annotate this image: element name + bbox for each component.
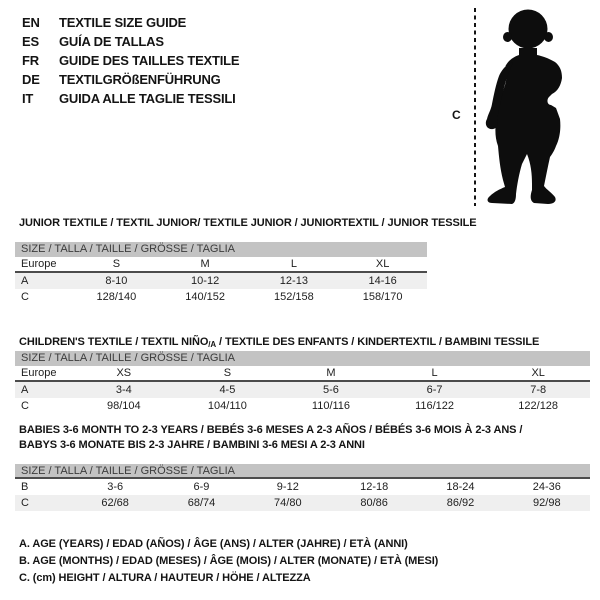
row-label: A <box>21 275 29 287</box>
size-value: 128/140 <box>96 291 137 303</box>
section-title-children: CHILDREN'S TEXTILE / TEXTIL NIÑO/A / TEX… <box>19 335 539 352</box>
table-row-age-months: B 3-6 6-9 9-12 12-18 18-24 24-36 <box>15 479 590 495</box>
language-row-en: EN TEXTILE SIZE GUIDE <box>22 13 239 32</box>
size-value: 140/152 <box>185 291 225 303</box>
header-cell-size: L <box>431 367 438 379</box>
table-row-height: C 62/68 68/74 74/80 80/86 86/92 92/98 <box>15 495 590 511</box>
height-measure-label: C <box>452 108 461 122</box>
header-cell-size: S <box>112 258 121 270</box>
size-value: 86/92 <box>446 497 475 509</box>
size-value: 6-7 <box>426 384 443 396</box>
footnote-legend: A. AGE (YEARS) / EDAD (AÑOS) / ÂGE (ANS)… <box>19 536 438 587</box>
language-row-es: ES GUÍA DE TALLAS <box>22 32 239 51</box>
size-value: 116/122 <box>415 400 455 412</box>
language-row-de: DE TEXTILGRÖßENFÜHRUNG <box>22 70 239 89</box>
language-title: GUÍA DE TALLAS <box>59 34 164 49</box>
size-value: 24-36 <box>532 481 561 493</box>
section-title-text: / TEXTILE DES ENFANTS / KINDERTEXTIL / B… <box>216 336 540 348</box>
size-header-bar: SIZE / TALLA / TAILLE / GRÖSSE / TAGLIA <box>15 242 427 257</box>
language-row-it: IT GUIDA ALLE TAGLIE TESSILI <box>22 89 239 108</box>
size-value: 74/80 <box>274 497 302 509</box>
junior-size-table: SIZE / TALLA / TAILLE / GRÖSSE / TAGLIA … <box>15 242 427 305</box>
language-code: EN <box>22 15 40 30</box>
baby-silhouette-icon <box>485 9 562 204</box>
row-label: C <box>21 291 29 303</box>
language-code: ES <box>22 34 39 49</box>
size-value: 158/170 <box>362 291 403 303</box>
size-value: 7-8 <box>530 384 547 396</box>
language-title: GUIDA ALLE TAGLIE TESSILI <box>59 91 236 106</box>
language-code: DE <box>22 72 40 87</box>
footnote-a: A. AGE (YEARS) / EDAD (AÑOS) / ÂGE (ANS)… <box>19 538 408 550</box>
size-value: 12-18 <box>360 481 389 493</box>
section-title-line1: BABIES 3-6 MONTH TO 2-3 YEARS / BEBÉS 3-… <box>19 424 523 436</box>
language-title-list: EN TEXTILE SIZE GUIDE ES GUÍA DE TALLAS … <box>22 13 240 108</box>
row-label: C <box>21 400 29 412</box>
row-label: C <box>21 497 29 509</box>
size-value: 8-10 <box>105 275 128 287</box>
size-header-bar: SIZE / TALLA / TAILLE / GRÖSSE / TAGLIA <box>15 464 590 479</box>
header-cell-size: M <box>200 258 210 270</box>
header-cell-region: Europe <box>21 258 57 270</box>
table-row-age: A 3-4 4-5 5-6 6-7 7-8 <box>15 382 590 398</box>
table-header-row: Europe XS S M L XL <box>15 366 590 382</box>
language-title: TEXTILE SIZE GUIDE <box>59 15 187 30</box>
size-value: 3-6 <box>107 481 124 493</box>
size-value: 152/158 <box>273 291 314 303</box>
footnote-c: C. (cm) HEIGHT / ALTURA / HAUTEUR / HÖHE… <box>19 572 311 584</box>
size-value: 5-6 <box>323 384 339 396</box>
table-row-height: C 98/104 104/110 110/116 116/122 122/128 <box>15 398 590 414</box>
size-value: 122/128 <box>518 400 559 412</box>
header-cell-size: XS <box>116 367 132 379</box>
section-title-text: CHILDREN'S TEXTILE / TEXTIL NIÑO <box>19 336 209 348</box>
language-code: FR <box>22 53 39 68</box>
table-row-age: A 8-10 10-12 12-13 14-16 <box>15 273 427 289</box>
header-cell-region: Europe <box>21 367 57 379</box>
language-title: TEXTILGRÖßENFÜHRUNG <box>59 72 221 87</box>
section-title-junior: JUNIOR TEXTILE / TEXTIL JUNIOR/ TEXTILE … <box>19 217 477 229</box>
size-value: 9-12 <box>276 481 299 493</box>
size-value: 92/98 <box>533 497 561 509</box>
header-cell-size: S <box>223 367 232 379</box>
row-label: A <box>21 384 29 396</box>
size-value: 6-9 <box>193 481 210 493</box>
size-value: 62/68 <box>101 497 129 509</box>
size-value: 18-24 <box>446 481 475 493</box>
children-size-table: SIZE / TALLA / TAILLE / GRÖSSE / TAGLIA … <box>15 351 590 414</box>
size-value: 68/74 <box>187 497 216 509</box>
size-value: 10-12 <box>191 275 220 287</box>
size-value: 3-4 <box>115 384 132 396</box>
header-cell-size: M <box>326 367 336 379</box>
header-cell-size: XL <box>531 367 545 379</box>
table-header-row: Europe S M L XL <box>15 257 427 273</box>
size-value: 12-13 <box>279 275 308 287</box>
header-cell-size: XL <box>375 258 390 270</box>
size-value: 98/104 <box>106 400 141 412</box>
language-row-fr: FR GUIDE DES TAILLES TEXTILE <box>22 51 240 70</box>
footnote-b: B. AGE (MONTHS) / EDAD (MESES) / ÂGE (MO… <box>19 555 439 567</box>
section-title-subscript: /A <box>208 340 217 349</box>
height-measure-dashed-line <box>474 8 476 206</box>
section-title-babies: BABIES 3-6 MONTH TO 2-3 YEARS / BEBÉS 3-… <box>19 423 522 453</box>
language-code: IT <box>22 91 34 106</box>
size-value: 104/110 <box>207 400 247 412</box>
size-value: 80/86 <box>360 497 388 509</box>
table-row-height: C 128/140 140/152 152/158 158/170 <box>15 289 427 305</box>
size-value: 4-5 <box>219 384 236 396</box>
babies-size-table: SIZE / TALLA / TAILLE / GRÖSSE / TAGLIA … <box>15 464 590 511</box>
row-label: B <box>21 481 29 493</box>
size-value: 110/116 <box>311 400 351 412</box>
language-title: GUIDE DES TAILLES TEXTILE <box>59 53 240 68</box>
size-value: 14-16 <box>368 275 397 287</box>
section-title-line2: BABYS 3-6 MONATE BIS 2-3 JAHRE / BAMBINI… <box>19 439 365 451</box>
size-header-bar: SIZE / TALLA / TAILLE / GRÖSSE / TAGLIA <box>15 351 590 366</box>
header-cell-size: L <box>290 258 297 270</box>
